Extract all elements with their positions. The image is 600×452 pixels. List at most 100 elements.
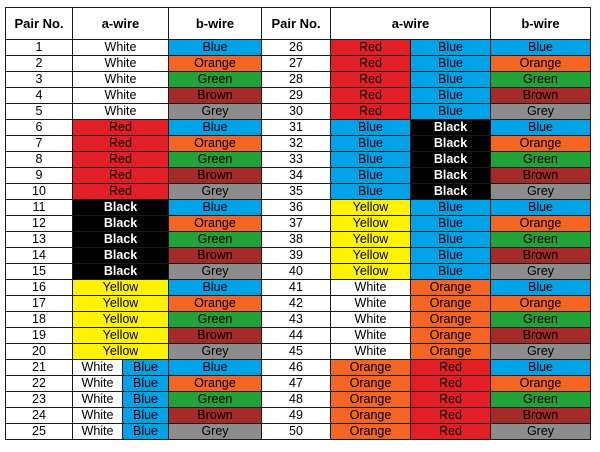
pair-number-left: 4 (5, 87, 73, 104)
b-wire-color-left: Grey (168, 183, 262, 200)
b-wire-color-right: Green (490, 391, 591, 408)
a-wire-color-left: Red (72, 183, 169, 200)
a-wire-color-right: Orange (330, 391, 411, 408)
a-wire-color-right: Blue (410, 87, 491, 104)
pair-number-right: 46 (261, 359, 331, 376)
b-wire-color-left: Grey (168, 103, 262, 120)
b-wire-color-right: Green (490, 151, 591, 168)
b-wire-color-right: Orange (490, 55, 591, 72)
a-wire-color-right: Blue (410, 55, 491, 72)
table-row: 11 Black Blue 36 Yellow Blue Blue (5, 199, 591, 216)
pair-number-left: 6 (5, 119, 73, 136)
b-wire-color-left: Orange (168, 295, 262, 312)
a-wire-color-right: Black (410, 183, 491, 200)
pair-number-left: 12 (5, 215, 73, 232)
a-wire-color-right: White (330, 343, 411, 360)
table-row: 9 Red Brown 34 Blue Black Brown (5, 167, 591, 184)
pair-number-left: 13 (5, 231, 73, 248)
a-wire-color-right: Blue (410, 263, 491, 280)
table-row: 10 Red Grey 35 Blue Black Grey (5, 183, 591, 200)
a-wire-color-right: Black (410, 167, 491, 184)
a-wire-color-right: Red (410, 375, 491, 392)
b-wire-color-left: Grey (168, 263, 262, 280)
pair-number-right: 35 (261, 183, 331, 200)
pair-number-right: 29 (261, 87, 331, 104)
pair-number-left: 5 (5, 103, 73, 120)
a-wire-color-left: Yellow (72, 295, 169, 312)
a-wire-color-right: Red (410, 391, 491, 408)
b-wire-color-left: Blue (168, 279, 262, 296)
a-wire-color-left: Blue (122, 391, 169, 408)
b-wire-color-left: Blue (168, 39, 262, 56)
a-wire-color-right: Black (410, 151, 491, 168)
pair-number-right: 39 (261, 247, 331, 264)
b-wire-color-left: Orange (168, 215, 262, 232)
a-wire-color-right: Orange (410, 343, 491, 360)
b-wire-color-right: Grey (490, 263, 591, 280)
pair-number-right: 40 (261, 263, 331, 280)
table-row: 13 Black Green 38 Yellow Blue Green (5, 231, 591, 248)
pair-number-left: 15 (5, 263, 73, 280)
pair-number-right: 47 (261, 375, 331, 392)
pair-number-right: 38 (261, 231, 331, 248)
wire-pair-color-table: Pair No. a-wire b-wire Pair No. a-wire b… (5, 7, 591, 440)
b-wire-color-left: Blue (168, 199, 262, 216)
b-wire-color-right: Grey (490, 103, 591, 120)
b-wire-color-left: Green (168, 311, 262, 328)
b-wire-color-right: Brown (490, 247, 591, 264)
pair-number-right: 37 (261, 215, 331, 232)
table-row: 12 Black Orange 37 Yellow Blue Orange (5, 215, 591, 232)
a-wire-color-right: White (330, 311, 411, 328)
pair-number-right: 41 (261, 279, 331, 296)
header-a-wire-right: a-wire (330, 7, 491, 40)
a-wire-color-left: Blue (122, 375, 169, 392)
pair-number-right: 28 (261, 71, 331, 88)
table-row: 15 Black Grey 40 Yellow Blue Grey (5, 263, 591, 280)
a-wire-color-right: Yellow (330, 263, 411, 280)
table-body: 1 White Blue 26 Red Blue Blue 2 White Orange 27 Red… (5, 39, 591, 440)
a-wire-color-right: Blue (410, 199, 491, 216)
a-wire-color-right: Red (410, 423, 491, 440)
b-wire-color-right: Blue (490, 39, 591, 56)
table-row: 23 White Blue Green 48 Orange Red Green (5, 391, 591, 408)
b-wire-color-left: Brown (168, 327, 262, 344)
a-wire-color-left: Red (72, 119, 169, 136)
a-wire-color-right: Yellow (330, 247, 411, 264)
table-row: 20 Yellow Grey 45 White Orange Grey (5, 343, 591, 360)
table-row: 2 White Orange 27 Red Blue Orange (5, 55, 591, 72)
pair-number-left: 19 (5, 327, 73, 344)
table-row: 17 Yellow Orange 42 White Orange Orange (5, 295, 591, 312)
a-wire-color-right: Red (330, 55, 411, 72)
pair-number-left: 3 (5, 71, 73, 88)
b-wire-color-left: Green (168, 231, 262, 248)
a-wire-color-left: White (72, 71, 169, 88)
b-wire-color-right: Blue (490, 199, 591, 216)
b-wire-color-left: Grey (168, 423, 262, 440)
a-wire-color-right: Blue (410, 39, 491, 56)
a-wire-color-left: Blue (122, 359, 169, 376)
b-wire-color-left: Brown (168, 87, 262, 104)
pair-number-right: 42 (261, 295, 331, 312)
b-wire-color-left: Green (168, 151, 262, 168)
b-wire-color-right: Brown (490, 167, 591, 184)
b-wire-color-left: Orange (168, 375, 262, 392)
table-row: 25 White Blue Grey 50 Orange Red Grey (5, 423, 591, 440)
a-wire-color-right: Blue (410, 103, 491, 120)
table-row: 6 Red Blue 31 Blue Black Blue (5, 119, 591, 136)
b-wire-color-left: Orange (168, 55, 262, 72)
a-wire-color-right: Orange (410, 295, 491, 312)
a-wire-color-right: Red (330, 71, 411, 88)
a-wire-color-right: Red (330, 87, 411, 104)
a-wire-color-left: Black (72, 215, 169, 232)
a-wire-color-right: Orange (410, 327, 491, 344)
pair-number-left: 8 (5, 151, 73, 168)
a-wire-color-left: White (72, 407, 123, 424)
a-wire-color-left: Red (72, 135, 169, 152)
a-wire-color-left: Black (72, 231, 169, 248)
table-row: 8 Red Green 33 Blue Black Green (5, 151, 591, 168)
table-row: 3 White Green 28 Red Blue Green (5, 71, 591, 88)
pair-number-right: 44 (261, 327, 331, 344)
table-row: 5 White Grey 30 Red Blue Grey (5, 103, 591, 120)
b-wire-color-right: Orange (490, 135, 591, 152)
a-wire-color-right: Yellow (330, 199, 411, 216)
